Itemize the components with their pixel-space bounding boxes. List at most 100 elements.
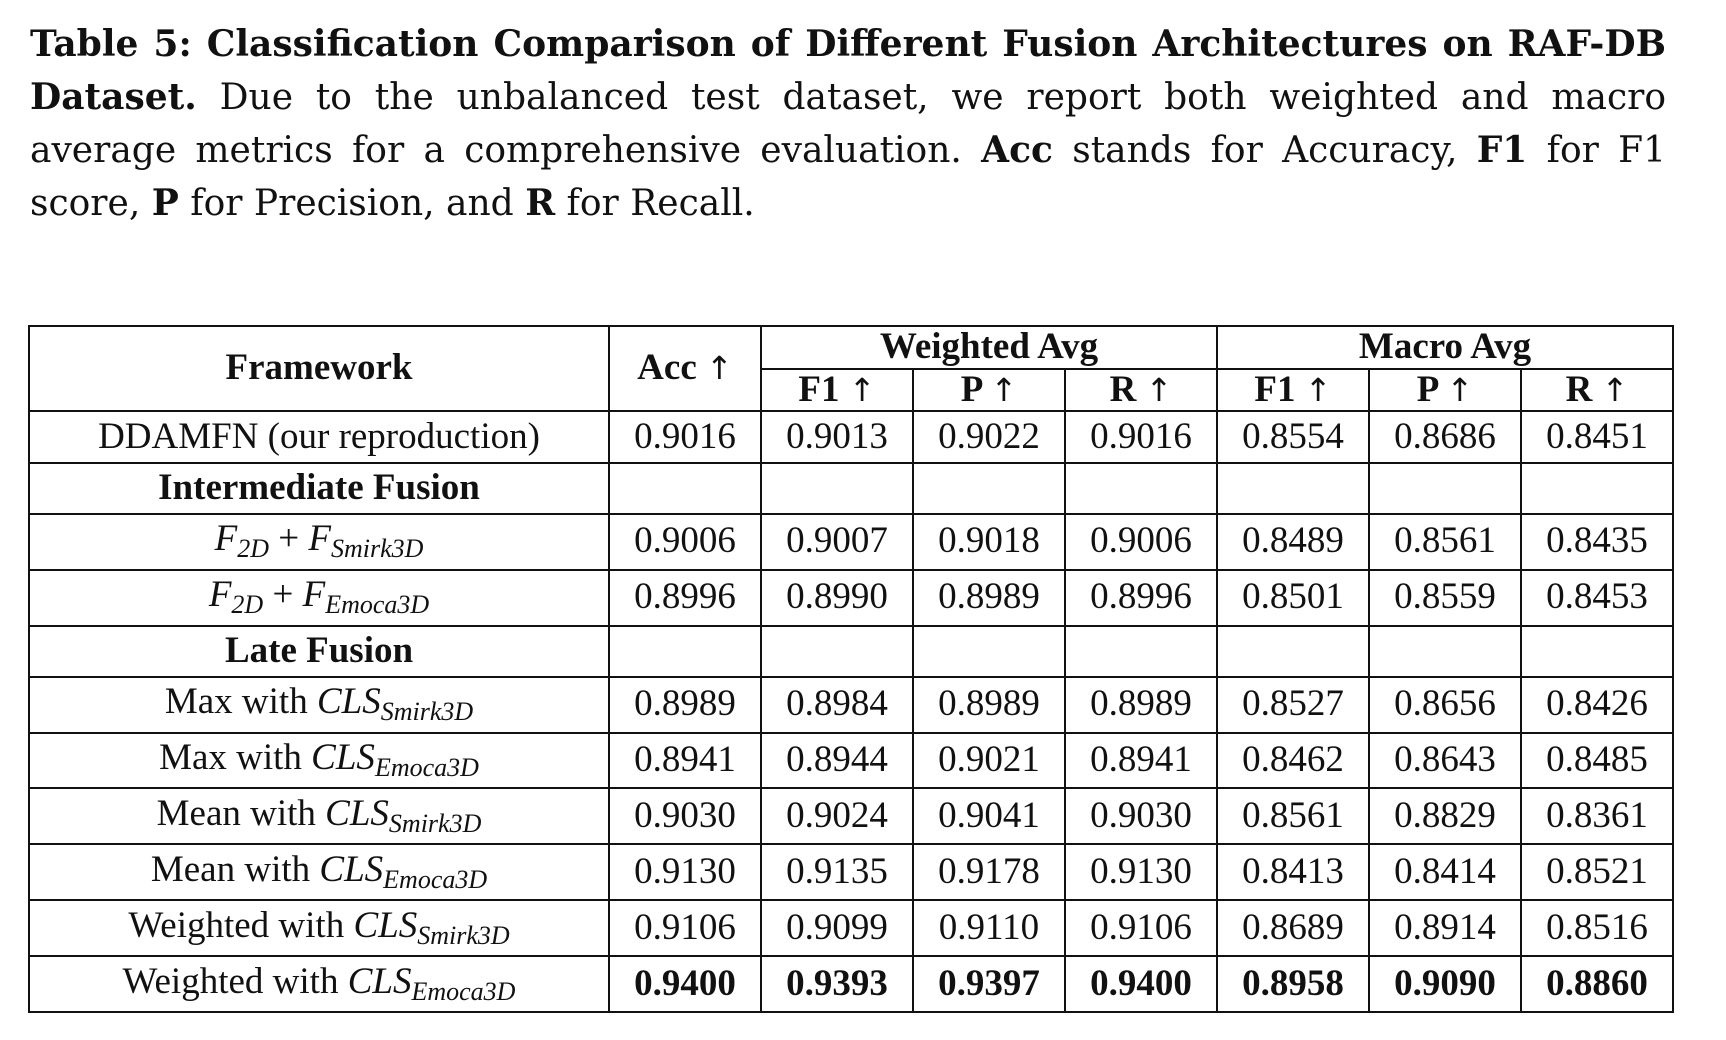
caption-text-3: for F1 score, bbox=[30, 130, 1666, 224]
header-row-2: F1 ↑ P ↑ R ↑ F1 ↑ P ↑ R ↑ bbox=[29, 367, 1675, 413]
table-row-baseline: DDAMFN (our reproduction) 0.9016 0.9013 … bbox=[28, 410, 1675, 464]
cell-weighted-r: 0.8941 bbox=[1063, 731, 1219, 790]
header-weighted-f1: F1 ↑ bbox=[760, 367, 914, 413]
caption-acc-abbr: Acc bbox=[981, 129, 1053, 171]
cell-weighted-r: 0.9016 bbox=[1063, 410, 1219, 464]
cell-macro-f1: 0.8561 bbox=[1216, 787, 1371, 846]
caption-label: Table 5: Classification Comparison of Di… bbox=[30, 23, 1666, 118]
cell-macro-p: 0.8643 bbox=[1368, 731, 1523, 790]
up-arrow-icon: ↑ bbox=[848, 370, 876, 409]
cell-weighted-p: 0.9041 bbox=[912, 787, 1066, 846]
cell-macro-p: 0.8656 bbox=[1368, 675, 1523, 734]
cell-weighted-p: 0.8989 bbox=[912, 675, 1066, 734]
row-label: Mean with CLSEmoca3D bbox=[28, 843, 610, 902]
cell-weighted-p: 0.9022 bbox=[912, 410, 1066, 464]
header-macro-avg: Macro Avg bbox=[1216, 325, 1675, 370]
header-acc-label: Acc bbox=[637, 347, 697, 389]
table-row: Max with CLSEmoca3D 0.8941 0.8944 0.9021… bbox=[28, 731, 1675, 790]
header-weighted-r-label: R bbox=[1109, 368, 1137, 410]
table-caption: Table 5: Classification Comparison of Di… bbox=[30, 18, 1666, 230]
up-arrow-icon: ↑ bbox=[706, 349, 733, 388]
cell-weighted-r: 0.8996 bbox=[1063, 568, 1219, 627]
caption-r-abbr: R bbox=[525, 182, 556, 224]
table-row-best: Weighted with CLSEmoca3D 0.9400 0.9393 0… bbox=[28, 955, 1675, 1013]
cell-acc: 0.9130 bbox=[608, 843, 762, 902]
header-weighted-p: P ↑ bbox=[912, 367, 1066, 413]
row-label: Weighted with CLSSmirk3D bbox=[28, 899, 610, 958]
row-label: DDAMFN (our reproduction) bbox=[28, 410, 610, 464]
up-arrow-icon: ↑ bbox=[1601, 370, 1629, 409]
cell-macro-r: 0.8516 bbox=[1520, 899, 1675, 958]
cell-weighted-f1: 0.9007 bbox=[760, 512, 914, 571]
row-label: Mean with CLSSmirk3D bbox=[28, 787, 610, 846]
cell-macro-f1: 0.8489 bbox=[1216, 512, 1371, 571]
cell-weighted-f1: 0.9099 bbox=[760, 899, 914, 958]
cell-weighted-r: 0.8989 bbox=[1063, 675, 1219, 734]
cell-macro-p: 0.8414 bbox=[1368, 843, 1523, 902]
header-macro-p-label: P bbox=[1416, 368, 1438, 410]
cell-macro-r: 0.8860 bbox=[1520, 955, 1675, 1013]
caption-text-1: Due to the unbalanced test dataset, we r… bbox=[30, 77, 1666, 171]
section-title: Intermediate Fusion bbox=[28, 461, 610, 515]
cell-macro-p: 0.9090 bbox=[1368, 955, 1523, 1013]
caption-p-abbr: P bbox=[151, 182, 179, 224]
row-label: Max with CLSEmoca3D bbox=[28, 731, 610, 790]
cell-weighted-p: 0.9397 bbox=[912, 955, 1066, 1013]
cell-weighted-f1: 0.9135 bbox=[760, 843, 914, 902]
cell-acc: 0.9016 bbox=[608, 410, 762, 464]
header-macro-p: P ↑ bbox=[1368, 367, 1523, 413]
cell-weighted-f1: 0.8944 bbox=[760, 731, 914, 790]
cell-macro-p: 0.8914 bbox=[1368, 899, 1523, 958]
cell-weighted-r: 0.9130 bbox=[1063, 843, 1219, 902]
cell-macro-f1: 0.8501 bbox=[1216, 568, 1371, 627]
caption-text-5: for Recall. bbox=[555, 183, 755, 224]
cell-macro-r: 0.8435 bbox=[1520, 512, 1675, 571]
row-label: F2D + FSmirk3D bbox=[28, 512, 610, 571]
cell-weighted-r: 0.9006 bbox=[1063, 512, 1219, 571]
up-arrow-icon: ↑ bbox=[1145, 370, 1173, 409]
cell-macro-r: 0.8426 bbox=[1520, 675, 1675, 734]
results-table: Framework Acc ↑ Weighted Avg Macro Avg F… bbox=[28, 324, 1675, 1013]
cell-macro-f1: 0.8462 bbox=[1216, 731, 1371, 790]
header-weighted-p-label: P bbox=[960, 368, 982, 410]
cell-acc: 0.8941 bbox=[608, 731, 762, 790]
cell-weighted-f1: 0.8984 bbox=[760, 675, 914, 734]
table-row: F2D + FSmirk3D 0.9006 0.9007 0.9018 0.90… bbox=[28, 512, 1675, 571]
cell-macro-r: 0.8451 bbox=[1520, 410, 1675, 464]
cell-macro-f1: 0.8958 bbox=[1216, 955, 1371, 1013]
cell-weighted-r: 0.9030 bbox=[1063, 787, 1219, 846]
cell-acc: 0.9030 bbox=[608, 787, 762, 846]
section-title: Late Fusion bbox=[28, 624, 610, 678]
cell-macro-p: 0.8561 bbox=[1368, 512, 1523, 571]
row-label: Max with CLSSmirk3D bbox=[28, 675, 610, 734]
header-weighted-r: R ↑ bbox=[1063, 367, 1219, 413]
cell-weighted-f1: 0.9393 bbox=[760, 955, 914, 1013]
cell-weighted-r: 0.9400 bbox=[1063, 955, 1219, 1013]
cell-macro-p: 0.8829 bbox=[1368, 787, 1523, 846]
header-weighted-f1-label: F1 bbox=[798, 368, 840, 410]
caption-f1-abbr: F1 bbox=[1476, 129, 1528, 171]
cell-acc: 0.9400 bbox=[608, 955, 762, 1013]
cell-macro-r: 0.8485 bbox=[1520, 731, 1675, 790]
section-row-intermediate: Intermediate Fusion bbox=[28, 461, 1675, 515]
up-arrow-icon: ↑ bbox=[1446, 370, 1474, 409]
cell-macro-p: 0.8686 bbox=[1368, 410, 1523, 464]
cell-macro-f1: 0.8527 bbox=[1216, 675, 1371, 734]
cell-acc: 0.9006 bbox=[608, 512, 762, 571]
cell-weighted-r: 0.9106 bbox=[1063, 899, 1219, 958]
caption-text-2: stands for Accuracy, bbox=[1052, 130, 1477, 171]
cell-macro-f1: 0.8413 bbox=[1216, 843, 1371, 902]
section-row-late: Late Fusion bbox=[28, 624, 1675, 678]
cell-weighted-f1: 0.9013 bbox=[760, 410, 914, 464]
table-row: Mean with CLSEmoca3D 0.9130 0.9135 0.917… bbox=[28, 843, 1675, 902]
cell-macro-r: 0.8453 bbox=[1520, 568, 1675, 627]
header-acc: Acc ↑ bbox=[608, 324, 762, 413]
cell-weighted-p: 0.9110 bbox=[912, 899, 1066, 958]
cell-macro-p: 0.8559 bbox=[1368, 568, 1523, 627]
cell-acc: 0.8996 bbox=[608, 568, 762, 627]
cell-weighted-p: 0.9021 bbox=[912, 731, 1066, 790]
cell-macro-f1: 0.8689 bbox=[1216, 899, 1371, 958]
table-row: Weighted with CLSSmirk3D 0.9106 0.9099 0… bbox=[28, 899, 1675, 958]
cell-macro-r: 0.8521 bbox=[1520, 843, 1675, 902]
up-arrow-icon: ↑ bbox=[1304, 370, 1332, 409]
